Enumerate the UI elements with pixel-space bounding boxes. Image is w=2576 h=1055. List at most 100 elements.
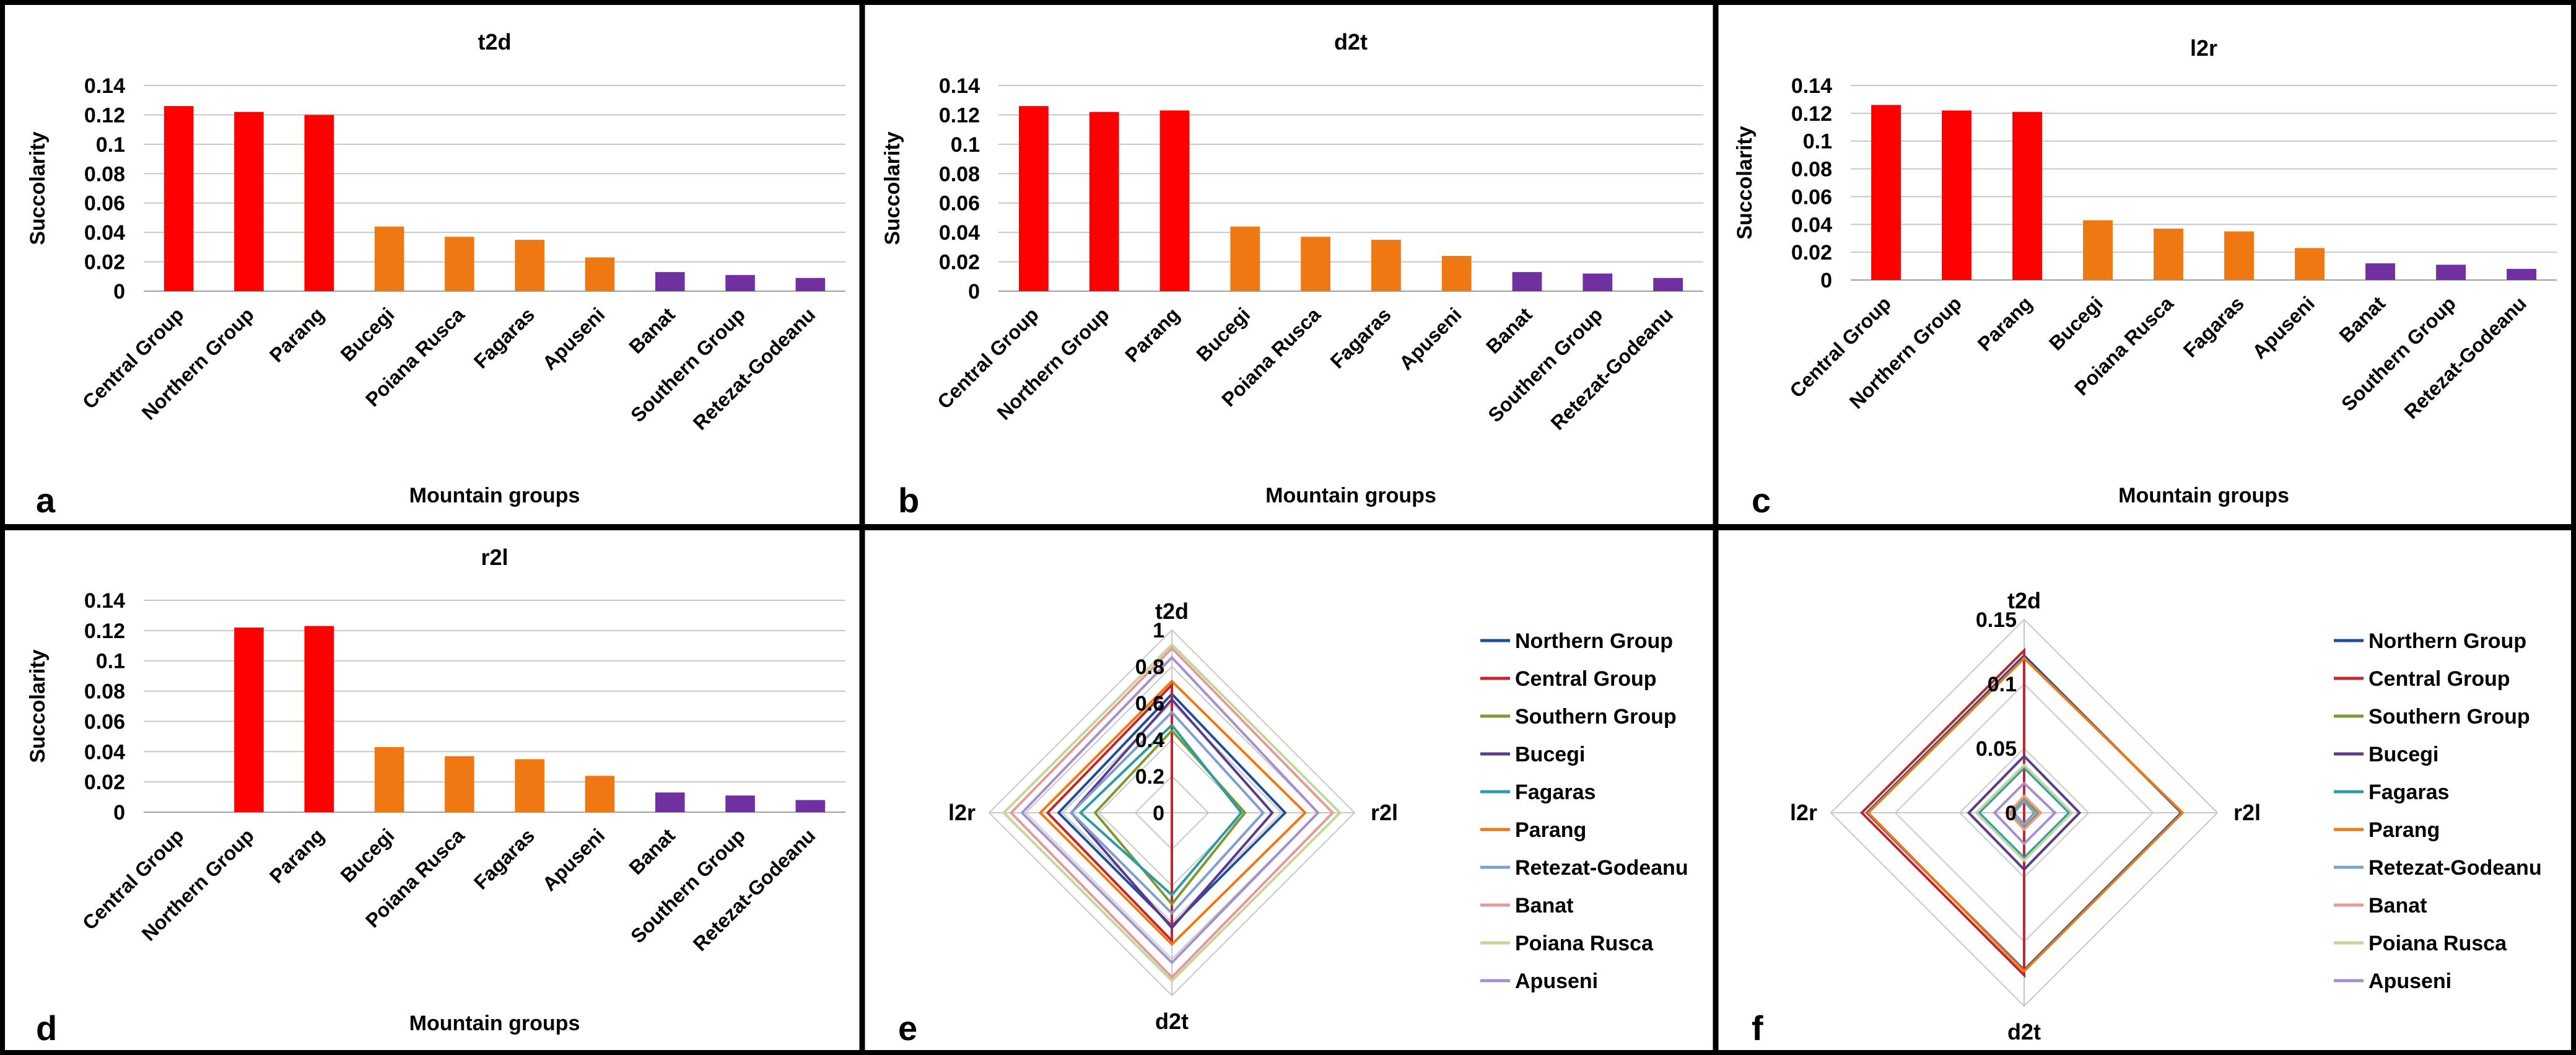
bar-central-group bbox=[164, 106, 194, 291]
y-tick-label: 0.06 bbox=[84, 710, 125, 733]
legend-entry: Poiana Rusca bbox=[2369, 932, 2507, 955]
legend-entry: Central Group bbox=[1515, 667, 1657, 691]
radar-series-bucegi bbox=[1967, 754, 2082, 872]
y-tick-label: 0.14 bbox=[84, 74, 125, 98]
radar-series-apuseni bbox=[1993, 781, 2057, 846]
legend-entry: Banat bbox=[2369, 894, 2427, 917]
legend-entry: Parang bbox=[2369, 818, 2440, 842]
panel-letter: d bbox=[36, 1009, 57, 1048]
legend-entry: Fagaras bbox=[2369, 781, 2449, 804]
bar-banat bbox=[1512, 272, 1542, 291]
radar-series-fagaras bbox=[1078, 723, 1243, 897]
bar-apuseni bbox=[2295, 248, 2325, 280]
radar-series-banat bbox=[2007, 794, 2043, 831]
bar-poiana-rusca bbox=[445, 756, 474, 812]
y-tick-label: 0.1 bbox=[1803, 130, 1832, 154]
radar-series-retezat-godeanu bbox=[2012, 799, 2037, 826]
radar-tick-label: 0.2 bbox=[1135, 765, 1164, 789]
bar-banat bbox=[655, 272, 685, 291]
radar-axis-label: d2t bbox=[2007, 1019, 2041, 1044]
radar-axis-label: r2l bbox=[2233, 800, 2261, 825]
legend-entry: Fagaras bbox=[1515, 781, 1596, 804]
radar-series-bucegi bbox=[1070, 698, 1274, 930]
bar-retezat-godeanu bbox=[795, 800, 826, 812]
y-tick-label: 0.12 bbox=[84, 103, 125, 127]
panel-letter: b bbox=[898, 481, 919, 520]
legend-entry: Bucegi bbox=[1515, 743, 1585, 766]
bar-apuseni bbox=[1441, 256, 1472, 291]
radar-series-apuseni bbox=[1020, 655, 1320, 965]
radar-series-poiana-rusca bbox=[1002, 642, 1342, 983]
bar-northern-group bbox=[234, 627, 264, 812]
bar-banat bbox=[2365, 263, 2395, 280]
x-axis-title: Mountain groups bbox=[409, 1012, 580, 1035]
legend-entry: Banat bbox=[1515, 894, 1573, 917]
radar-axis-label: r2l bbox=[1371, 800, 1398, 825]
radar-tick-label: 0.8 bbox=[1135, 655, 1164, 679]
bar-northern-group bbox=[1089, 112, 1119, 291]
y-tick-label: 0.14 bbox=[84, 589, 125, 613]
bar-apuseni bbox=[585, 257, 615, 291]
y-tick-label: 0.08 bbox=[1791, 158, 1832, 182]
y-tick-label: 0.08 bbox=[84, 162, 125, 186]
y-tick-label: 0.08 bbox=[939, 162, 980, 186]
panel-f: f Northern Group Central Group Southern Gro… bbox=[1752, 588, 2542, 1048]
legend-entry: Southern Group bbox=[1515, 705, 1677, 729]
y-tick-label: 0 bbox=[968, 280, 980, 304]
radar-axis-label: l2r bbox=[948, 800, 976, 825]
legend-entry: Central Group bbox=[2369, 667, 2510, 691]
bar-fagaras bbox=[515, 240, 544, 291]
chart-title: t2d bbox=[478, 29, 512, 55]
chart-title: d2t bbox=[1334, 29, 1368, 55]
legend-entry: Southern Group bbox=[2369, 705, 2530, 729]
bar-bucegi bbox=[2083, 220, 2113, 280]
legend-entry: Poiana Rusca bbox=[1515, 932, 1654, 955]
bar-parang bbox=[1159, 110, 1190, 292]
y-axis-title: Succolarity bbox=[1733, 126, 1757, 239]
radar-tick-label: 0.15 bbox=[1976, 608, 2017, 632]
bar-southern-group bbox=[725, 274, 755, 291]
bar-bucegi bbox=[374, 226, 404, 291]
y-tick-label: 0.02 bbox=[939, 251, 980, 274]
legend-entry: Northern Group bbox=[1515, 629, 1673, 653]
radar-tick-label: 0.05 bbox=[1976, 737, 2017, 761]
y-tick-label: 0.02 bbox=[84, 251, 125, 274]
radar-axis-label: t2d bbox=[2007, 588, 2041, 613]
y-axis-title: Succolarity bbox=[26, 131, 50, 245]
bar-southern-group bbox=[1583, 273, 1613, 291]
bar-southern-group bbox=[2436, 265, 2466, 280]
legend-entry: Retezat-Godeanu bbox=[1515, 856, 1688, 880]
y-tick-label: 0.02 bbox=[1791, 241, 1832, 265]
radar-series-central-group bbox=[1046, 681, 1173, 944]
y-tick-label: 0 bbox=[113, 801, 125, 825]
y-axis-title: Succolarity bbox=[26, 649, 50, 763]
bar-parang bbox=[304, 115, 334, 291]
radar-tick-label: 1 bbox=[1153, 619, 1164, 642]
radar-series-poiana-rusca bbox=[1975, 763, 2074, 862]
radar-tick-label: 0.1 bbox=[1988, 673, 2017, 696]
bar-northern-group bbox=[234, 112, 264, 291]
radar-series-banat bbox=[1009, 646, 1335, 979]
y-tick-label: 0.1 bbox=[96, 650, 125, 673]
legend-entry: Parang bbox=[1515, 818, 1586, 842]
x-axis-title: Mountain groups bbox=[409, 484, 580, 507]
bar-retezat-godeanu bbox=[2507, 269, 2536, 280]
bar-northern-group bbox=[1942, 110, 1971, 280]
bar-parang bbox=[2012, 112, 2042, 280]
bar-poiana-rusca bbox=[2154, 229, 2183, 280]
bar-retezat-godeanu bbox=[795, 278, 826, 291]
y-tick-label: 0.06 bbox=[1791, 185, 1832, 209]
y-tick-label: 0.02 bbox=[84, 771, 125, 794]
panel-letter: a bbox=[36, 481, 56, 520]
y-tick-label: 0 bbox=[113, 280, 125, 304]
radar-axis-label: t2d bbox=[1155, 598, 1189, 624]
radar-series-central-group bbox=[1860, 647, 2025, 978]
y-axis-title: Succolarity bbox=[881, 131, 904, 245]
legend-entry: Retezat-Godeanu bbox=[2369, 856, 2542, 880]
panel-letter: e bbox=[898, 1009, 917, 1048]
bar-central-group bbox=[1019, 106, 1049, 291]
y-tick-label: 0.12 bbox=[84, 619, 125, 643]
radar-axis-label: d2t bbox=[1155, 1009, 1189, 1034]
bar-bucegi bbox=[1230, 226, 1260, 291]
